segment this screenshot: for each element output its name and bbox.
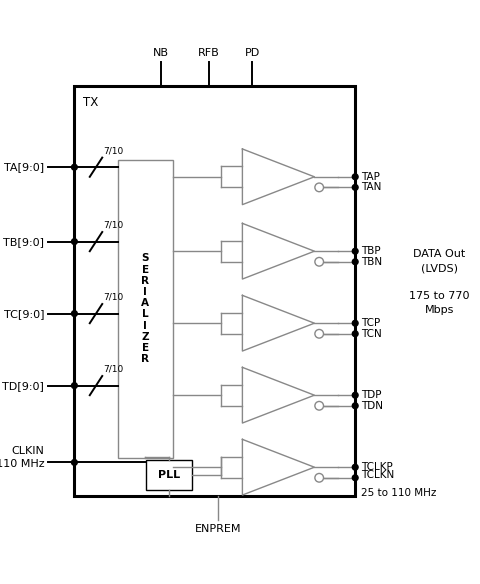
Text: TCP: TCP [361,318,380,328]
Text: TD[9:0]: TD[9:0] [2,381,44,391]
Text: PD: PD [244,48,260,58]
Circle shape [72,239,77,245]
Circle shape [72,383,77,388]
Circle shape [352,185,358,190]
Text: DATA Out
(LVDS)

175 to 770
Mbps: DATA Out (LVDS) 175 to 770 Mbps [409,249,469,315]
Text: TBN: TBN [361,257,382,267]
Circle shape [352,331,358,336]
Circle shape [72,311,77,317]
Text: TB[9:0]: TB[9:0] [3,237,44,246]
Circle shape [352,403,358,409]
Bar [146,460,192,490]
Circle shape [352,475,358,481]
Text: TAN: TAN [361,182,381,192]
Text: TDP: TDP [361,390,382,400]
Text: TCN: TCN [361,329,382,339]
Text: S
E
R
I
A
L
I
Z
E
R: S E R I A L I Z E R [141,253,149,364]
Text: 7/10: 7/10 [104,364,124,374]
Bar [118,160,173,458]
Text: CLKIN
25 to 110 MHz: CLKIN 25 to 110 MHz [0,446,44,469]
Circle shape [352,320,358,326]
Text: 7/10: 7/10 [104,293,124,301]
Circle shape [352,464,358,470]
Text: TA[9:0]: TA[9:0] [4,162,44,172]
Text: TC[9:0]: TC[9:0] [4,308,44,319]
Circle shape [352,248,358,254]
Text: 25 to 110 MHz: 25 to 110 MHz [361,488,436,498]
Circle shape [352,174,358,180]
Text: RFB: RFB [198,48,220,58]
Text: NB: NB [153,48,169,58]
Text: TDN: TDN [361,401,383,411]
Text: TCLKN: TCLKN [361,470,394,481]
Text: 7/10: 7/10 [104,221,124,230]
Bar [74,86,355,496]
Text: ENPREM: ENPREM [195,524,241,534]
Text: 7/10: 7/10 [104,146,124,155]
Circle shape [72,164,77,170]
Circle shape [72,460,77,465]
Text: TCLKP: TCLKP [361,462,393,472]
Text: TAP: TAP [361,172,380,182]
Text: TX: TX [83,96,98,109]
Text: PLL: PLL [158,470,180,479]
Text: TBP: TBP [361,246,381,256]
Circle shape [352,259,358,265]
Circle shape [352,392,358,398]
